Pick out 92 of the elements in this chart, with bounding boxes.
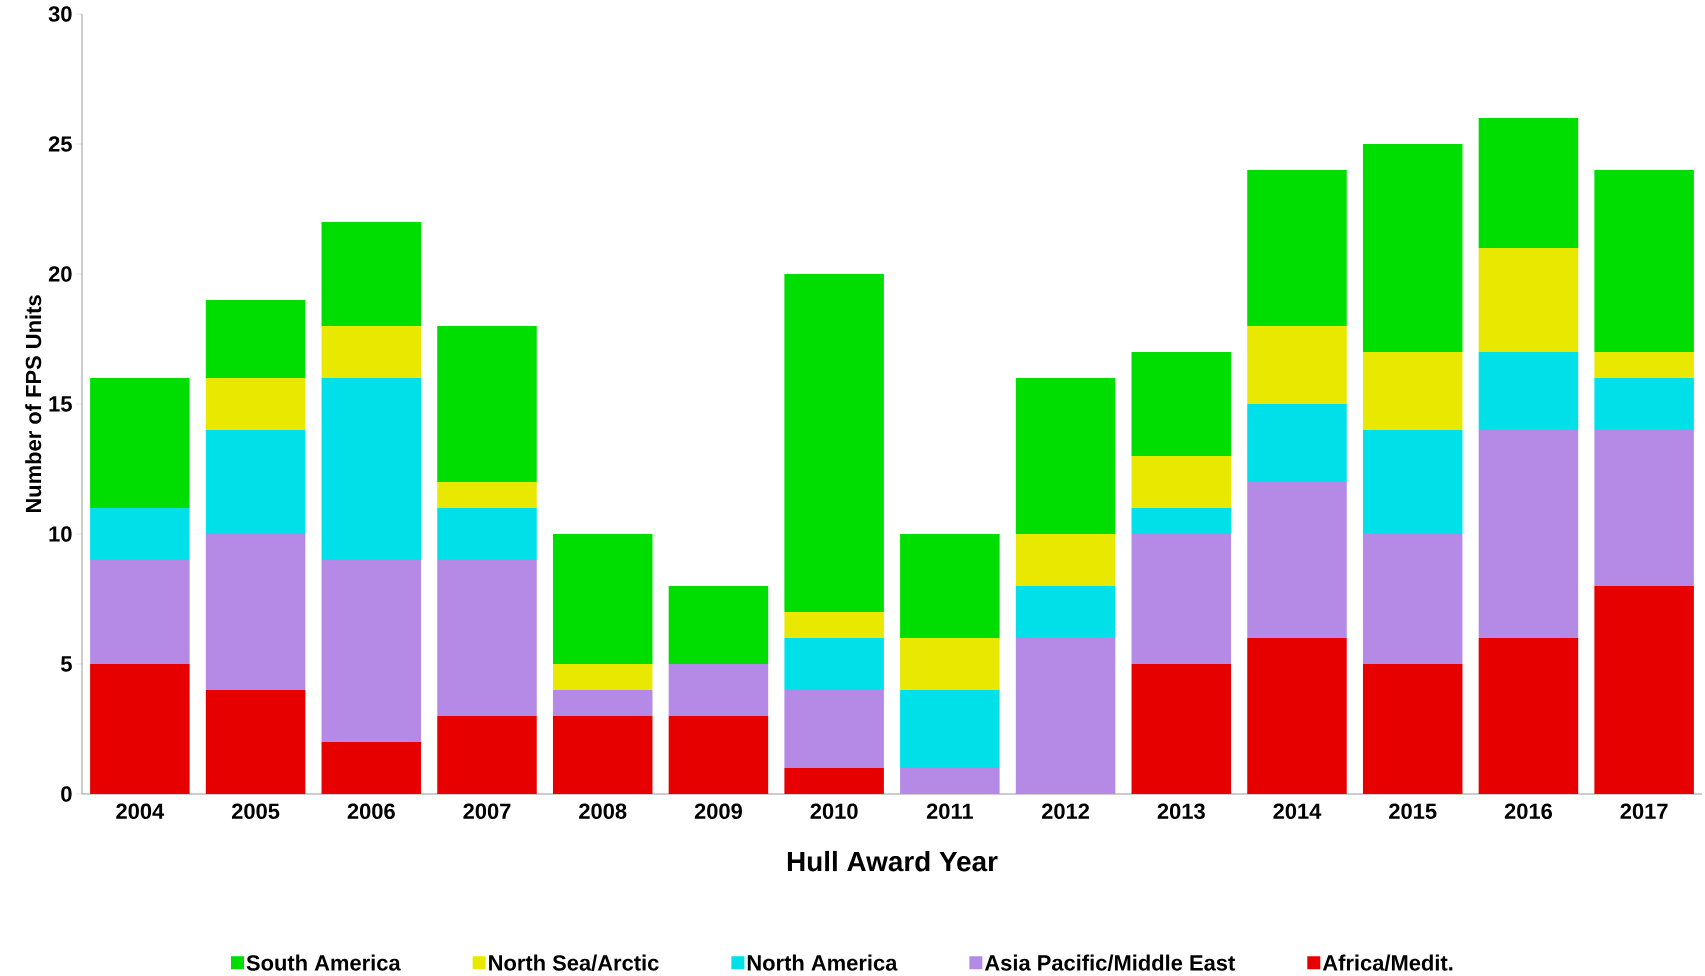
- bar: [784, 768, 884, 795]
- bar: [668, 716, 769, 795]
- bar: [668, 586, 769, 665]
- bar: [90, 508, 190, 561]
- bar: [1247, 326, 1347, 405]
- bar: [552, 534, 653, 665]
- bar: [900, 690, 1000, 769]
- x-tick-label: 2009: [694, 803, 742, 820]
- bar: [205, 534, 306, 691]
- bar: [784, 690, 884, 769]
- x-tick-label: 2017: [1620, 803, 1668, 820]
- bar: [1478, 248, 1579, 353]
- bar: [205, 378, 306, 431]
- bar: [552, 664, 653, 691]
- bar: [1594, 378, 1694, 431]
- x-tick-label: 2015: [1389, 803, 1437, 820]
- y-tick-label: 0: [61, 786, 72, 802]
- bar: [1131, 456, 1232, 509]
- bar: [321, 378, 422, 561]
- bar: [205, 690, 306, 795]
- bar: [321, 560, 422, 743]
- y-tick-label: 15: [49, 396, 72, 412]
- y-axis-title: Number of FPS Units: [25, 295, 42, 513]
- bar: [900, 638, 1000, 691]
- x-tick-label: 2004: [116, 803, 165, 820]
- legend-label: North America: [747, 954, 898, 971]
- bar: [321, 222, 422, 327]
- bar: [900, 768, 1000, 795]
- bar: [1478, 352, 1579, 431]
- bar: [1594, 352, 1694, 379]
- y-tick-label: 30: [48, 6, 72, 22]
- legend-label: Africa/Medit.: [1322, 954, 1453, 971]
- bar: [437, 482, 537, 509]
- bar: [1478, 118, 1579, 249]
- bar: [437, 326, 537, 483]
- bar: [1478, 430, 1579, 639]
- x-tick-label: 2016: [1504, 803, 1553, 820]
- bar: [1478, 638, 1579, 795]
- bar: [552, 716, 653, 795]
- bar: [1362, 534, 1463, 665]
- bar: [90, 378, 190, 509]
- bar: [784, 638, 884, 691]
- bar: [1015, 638, 1116, 795]
- bar: [205, 300, 306, 379]
- bar: [1015, 534, 1116, 587]
- y-tick-label: 20: [48, 266, 72, 282]
- legend-label: North Sea/Arctic: [489, 954, 659, 971]
- bar: [668, 664, 769, 717]
- x-tick-label: 2005: [231, 803, 280, 820]
- bar: [1247, 482, 1347, 639]
- bar: [552, 690, 653, 717]
- bar: [1131, 352, 1232, 457]
- y-tick-label: 25: [48, 136, 72, 152]
- bar: [205, 430, 306, 535]
- bar: [1594, 430, 1694, 587]
- bar: [1362, 144, 1463, 353]
- bar: [900, 534, 1000, 639]
- x-tick-label: 2007: [463, 803, 511, 820]
- x-tick-label: 2011: [926, 803, 974, 820]
- bar: [437, 508, 537, 561]
- legend-label: Asia Pacific/Middle East: [984, 954, 1236, 971]
- bar: [1247, 170, 1347, 327]
- bar: [437, 560, 537, 717]
- bar: [1594, 170, 1694, 353]
- bar: [1362, 664, 1463, 795]
- bar: [1362, 430, 1463, 535]
- bar: [1131, 534, 1232, 665]
- x-tick-label: 2010: [810, 803, 858, 820]
- x-tick-label: 2006: [347, 803, 395, 820]
- bar: [90, 664, 190, 795]
- bar: [321, 326, 422, 379]
- bar: [437, 716, 537, 795]
- bar: [321, 742, 422, 795]
- bar: [1131, 664, 1232, 795]
- bar: [1247, 638, 1347, 795]
- y-tick-label: 10: [49, 526, 72, 542]
- bar: [1362, 352, 1463, 431]
- x-tick-label: 2008: [579, 803, 627, 820]
- legend-label: South America: [246, 954, 401, 971]
- x-tick-label: 2012: [1041, 803, 1090, 820]
- y-tick-label: 5: [60, 656, 72, 672]
- bar: [784, 612, 884, 639]
- x-tick-label: 2014: [1273, 803, 1322, 820]
- bar: [784, 274, 884, 613]
- x-axis-title: Hull Award Year: [787, 850, 998, 872]
- bar: [1015, 586, 1116, 639]
- bar: [1131, 508, 1232, 535]
- bar: [1247, 404, 1347, 483]
- bar: [1015, 378, 1116, 535]
- bar: [90, 560, 190, 665]
- bar: [1594, 586, 1694, 795]
- x-tick-label: 2013: [1157, 803, 1205, 820]
